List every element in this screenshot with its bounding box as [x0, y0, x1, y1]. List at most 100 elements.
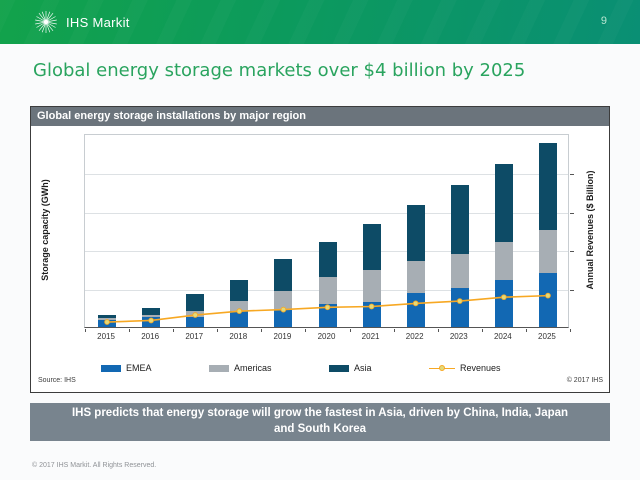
legend-swatch-icon	[101, 364, 121, 372]
bar-segment-emea-2017	[186, 316, 205, 327]
revenues-marker	[324, 304, 331, 311]
revenues-marker	[412, 300, 419, 307]
legend-label: Asia	[354, 363, 372, 373]
revenues-marker	[148, 317, 154, 324]
sunburst-logo-icon	[35, 11, 57, 33]
bar-segment-emea-2024	[494, 280, 513, 327]
right-axis-tick	[570, 251, 574, 253]
bar-segment-asia-2024	[494, 164, 513, 242]
bar-segment-americas-2022	[406, 261, 425, 293]
bar-segment-americas-2021	[362, 270, 381, 303]
bar-segment-americas-2016	[142, 315, 161, 318]
bar-segment-asia-2023	[450, 185, 469, 255]
bar-segment-emea-2021	[362, 302, 381, 327]
x-axis-tick	[437, 329, 439, 332]
bar-segment-asia-2017	[186, 294, 205, 311]
legend-line-icon	[429, 364, 455, 373]
revenues-line	[104, 292, 551, 325]
ihs-markit-logo: IHS Markit	[34, 10, 130, 34]
caption-banner: IHS predicts that energy storage will gr…	[30, 403, 610, 441]
legend-item-asia: Asia	[329, 362, 372, 374]
bar-segment-americas-2018	[230, 301, 249, 311]
x-axis-tick	[525, 329, 527, 332]
x-axis-tick	[173, 329, 175, 332]
x-axis-label-2022: 2022	[405, 332, 424, 341]
footer-copyright: © 2017 IHS Markit. All Rights Reserved.	[32, 462, 157, 469]
bar-segment-emea-2019	[274, 309, 293, 327]
right-axis-tick	[570, 212, 574, 214]
x-axis-tick	[85, 329, 86, 332]
bar-segment-asia-2019	[274, 259, 293, 292]
bar-segment-emea-2022	[406, 292, 425, 327]
bar-segment-asia-2016	[142, 307, 161, 315]
legend-swatch-icon	[329, 364, 349, 372]
right-axis-tick	[570, 173, 574, 175]
bar-segment-asia-2020	[318, 242, 337, 278]
bar-segment-asia-2025	[538, 142, 557, 230]
x-axis-tick	[570, 329, 571, 332]
x-axis-tick	[349, 329, 351, 332]
bar-segment-americas-2020	[318, 277, 337, 305]
bar-segment-americas-2025	[538, 230, 557, 274]
x-axis-label-2016: 2016	[141, 332, 160, 341]
bar-segment-asia-2021	[362, 224, 381, 271]
legend-item-americas: Americas	[209, 362, 272, 374]
gridline	[85, 173, 568, 175]
x-axis-label-2015: 2015	[97, 332, 115, 341]
bar-segment-emea-2020	[318, 304, 337, 327]
bar-segment-asia-2015	[98, 314, 117, 319]
revenues-marker	[545, 292, 551, 299]
x-axis-tick	[305, 329, 307, 332]
revenues-marker	[456, 298, 463, 304]
caption-text: IHS predicts that energy storage will gr…	[71, 407, 569, 435]
chart-container: Global energy storage installations by m…	[30, 106, 610, 393]
x-axis-tick	[217, 329, 219, 332]
x-axis-label-2023: 2023	[449, 332, 468, 341]
x-axis-label-2017: 2017	[185, 332, 204, 341]
legend-item-revenues: Revenues	[429, 362, 501, 374]
legend-label: Revenues	[460, 363, 501, 373]
revenues-marker	[104, 319, 110, 325]
slide-title: Global energy storage markets over $4 bi…	[33, 60, 526, 81]
logo-wordmark: IHS Markit	[66, 14, 130, 30]
copyright-note: © 2017 IHS	[566, 377, 603, 384]
x-axis-tick	[481, 329, 483, 332]
header-bar: IHS Markit 9	[0, 0, 640, 44]
legend-label: EMEA	[126, 363, 152, 373]
x-axis-tick	[129, 329, 131, 332]
legend-item-emea: EMEA	[101, 362, 152, 374]
revenues-marker	[236, 308, 243, 315]
bar-segment-americas-2019	[274, 291, 293, 310]
revenues-marker	[280, 306, 287, 313]
revenues-marker	[192, 312, 199, 318]
plot-area	[84, 134, 574, 332]
page-number: 9	[600, 15, 607, 27]
legend-swatch-icon	[209, 364, 229, 372]
x-axis-label-2018: 2018	[229, 332, 248, 341]
gridline	[85, 212, 568, 214]
bar-segment-asia-2022	[406, 204, 425, 262]
chart-legend: EMEA Americas Asia Revenues	[31, 362, 609, 376]
y-axis-label-right: Annual Revenues ($ Billion)	[585, 170, 595, 290]
x-axis-label-2021: 2021	[361, 332, 380, 341]
chart-title-bar: Global energy storage installations by m…	[31, 107, 609, 126]
source-row: Source: IHS © 2017 IHS	[31, 377, 609, 389]
x-axis-labels: 2015 2016 2017 2018 2019 2020 2021 2022 2023 2024…	[84, 332, 569, 344]
bar-segment-emea-2023	[450, 287, 469, 327]
legend-label: Americas	[234, 363, 272, 373]
right-axis-tick	[570, 290, 574, 292]
x-axis-label-2019: 2019	[273, 332, 292, 341]
revenues-marker	[368, 303, 375, 310]
x-axis-label-2020: 2020	[317, 332, 336, 341]
x-axis-tick	[261, 329, 263, 332]
bar-segment-emea-2018	[230, 310, 249, 327]
bar-segment-americas-2024	[494, 241, 513, 281]
bar-segment-asia-2018	[230, 279, 249, 302]
bar-segment-emea-2025	[538, 273, 557, 327]
source-note: Source: IHS	[38, 377, 76, 384]
y-axis-label-left: Storage capacity (GWh)	[40, 179, 50, 281]
x-axis-label-2025: 2025	[538, 332, 556, 341]
x-axis-tick	[393, 329, 395, 332]
x-axis-label-2024: 2024	[493, 332, 512, 341]
revenues-marker	[501, 294, 507, 301]
